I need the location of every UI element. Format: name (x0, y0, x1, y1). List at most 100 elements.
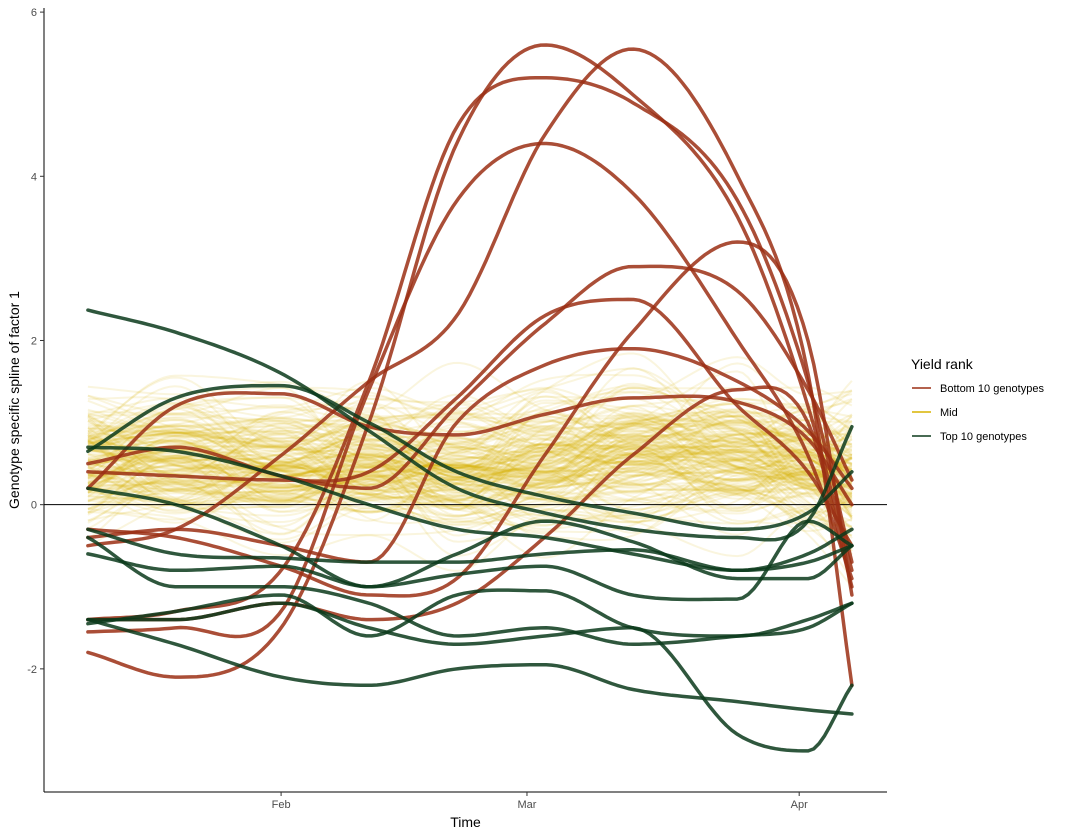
mid-series-line (87, 415, 853, 489)
mid-series-line (87, 486, 853, 567)
mid-series-line (87, 352, 853, 455)
mid-series-line (87, 414, 853, 489)
mid-series-line (87, 410, 853, 512)
mid-series-line (87, 425, 853, 511)
mid-series-line (87, 438, 853, 483)
legend: Yield rank Bottom 10 genotypes Mid Top 10 … (911, 356, 1044, 443)
mid-series-line (87, 447, 853, 502)
mid-series-line (87, 424, 853, 502)
mid-series-line (87, 465, 853, 517)
mid-series-line (87, 453, 853, 546)
mid-series-line (87, 420, 853, 494)
mid-series-line (87, 412, 853, 478)
mid-series-line (87, 382, 853, 470)
mid-series-line (87, 437, 853, 486)
mid-series-line (87, 442, 853, 503)
mid-series-line (87, 456, 853, 565)
mid-series-line (87, 412, 853, 480)
mid-series-line (87, 416, 853, 501)
mid-series-line (87, 415, 853, 494)
x-tick-label: Apr (791, 799, 808, 811)
bottom-genotype-line (86, 346, 854, 564)
mid-series-line (87, 403, 853, 481)
mid-series-line (87, 397, 853, 449)
mid-series-line (87, 464, 852, 531)
mid-series-line (87, 418, 853, 493)
mid-series-line (87, 455, 853, 524)
mid-series-line (87, 419, 853, 465)
mid-series-line (87, 406, 853, 490)
mid-series-line (87, 415, 853, 503)
mid-series-line (87, 424, 853, 473)
y-tick-label: 6 (31, 7, 37, 19)
mid-series-line (87, 454, 853, 537)
legend-label: Top 10 genotypes (940, 431, 1027, 443)
mid-series-line (87, 419, 853, 471)
mid-series-line (87, 408, 853, 454)
mid-series-line (87, 402, 853, 473)
mid-series-line (87, 399, 853, 469)
mid-series-line (87, 467, 853, 526)
legend-label: Bottom 10 genotypes (940, 383, 1044, 395)
mid-series-line (87, 445, 852, 517)
mid-series-line (87, 356, 852, 421)
mid-series-line (87, 408, 853, 490)
bottom-genotype-line (86, 47, 854, 688)
bottom-genotype-line (86, 264, 854, 490)
top-genotype-line (86, 308, 854, 542)
mid-series-line (87, 448, 853, 507)
mid-series-line (87, 459, 853, 533)
mid-series-line (87, 459, 853, 535)
mid-series-line (87, 470, 853, 588)
legend-entries: Bottom 10 genotypes Mid Top 10 genotypes (912, 383, 1044, 443)
mid-series-line (87, 458, 853, 537)
mid-series-line (87, 457, 853, 571)
y-tick-label: 4 (31, 171, 37, 183)
mid-series-line (87, 390, 853, 449)
mid-series-line (87, 423, 853, 467)
mid-series-line (87, 403, 853, 481)
mid-series-line (87, 422, 853, 509)
mid-series-line (87, 402, 852, 465)
mid-series-line (87, 450, 853, 523)
bottom-genotype-line (86, 141, 854, 639)
mid-series-line (87, 399, 853, 489)
mid-series-line (87, 469, 853, 525)
mid-series-line (87, 439, 853, 488)
mid-series-line (87, 384, 853, 485)
y-tick-label: -2 (27, 664, 37, 676)
mid-series-line (87, 411, 853, 495)
mid-series-line (87, 393, 852, 446)
mid-series-line (87, 458, 853, 530)
mid-series-line (87, 414, 853, 475)
mid-series-line (87, 380, 853, 458)
mid-series-line (87, 390, 853, 443)
mid-series-line (87, 422, 853, 508)
mid-series-line (87, 415, 853, 476)
y-axis-title: Genotype specific spline of factor 1 (6, 291, 22, 509)
top-genotype-line (86, 527, 854, 573)
bottom-genotype-line (86, 43, 854, 679)
mid-series-line (87, 361, 853, 449)
mid-series-line (87, 410, 853, 478)
x-axis-ticks: Feb Mar Apr (272, 792, 808, 811)
legend-title: Yield rank (911, 356, 974, 372)
mid-series-line (87, 394, 852, 448)
mid-series-line (87, 429, 853, 491)
legend-label: Mid (940, 407, 958, 419)
mid-series-line (87, 464, 853, 517)
mid-series-line (87, 362, 853, 446)
x-tick-label: Mar (517, 799, 536, 811)
x-axis-title: Time (450, 814, 481, 830)
mid-series-line (87, 415, 853, 470)
mid-series-line (87, 386, 853, 422)
mid-series-line (87, 437, 853, 487)
mid-series-line (87, 463, 853, 550)
mid-series-line (87, 429, 853, 491)
mid-series-line (87, 406, 853, 449)
top-genotype-line (86, 486, 854, 589)
mid-series-line (87, 434, 853, 511)
top-genotype-line (86, 519, 854, 602)
top-genotype-line (86, 383, 854, 532)
